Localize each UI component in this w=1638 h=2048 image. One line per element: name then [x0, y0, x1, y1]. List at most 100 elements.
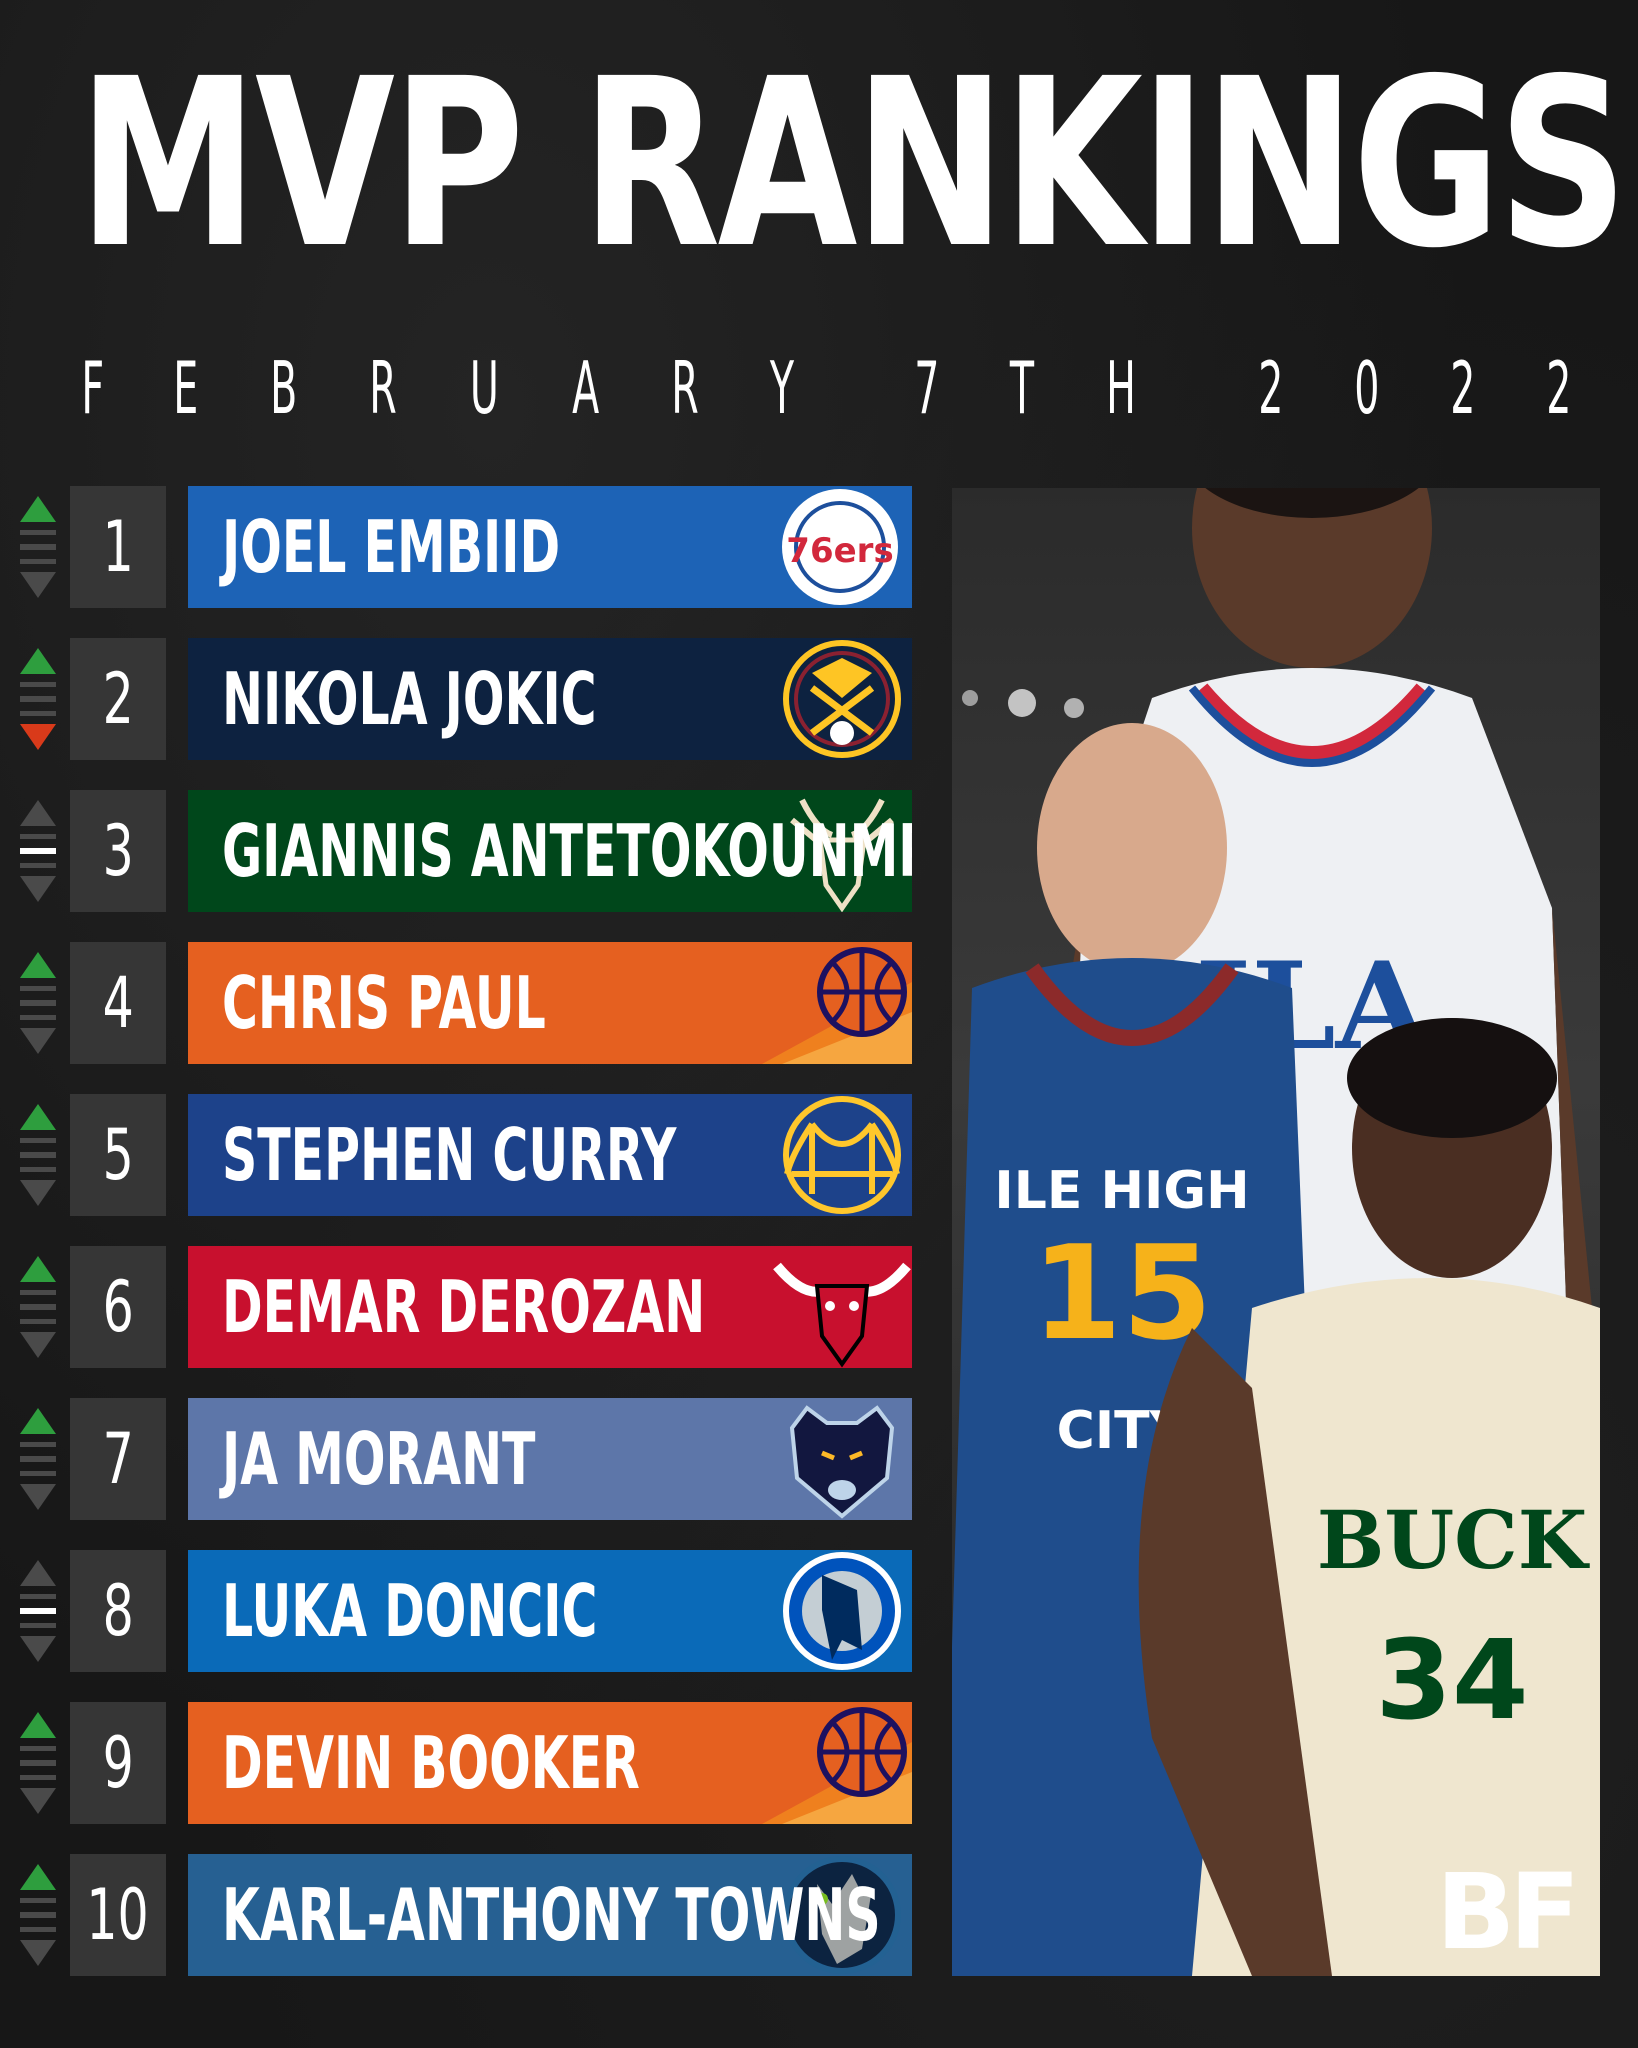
player-bar: LUKA DONCIC: [188, 1550, 912, 1672]
subtitle-letter: Y: [770, 346, 795, 430]
arrow-up-icon: [20, 648, 56, 674]
rank-number: 10: [70, 1854, 166, 1976]
subtitle-letter: U: [470, 346, 500, 430]
arrow-down-icon: [20, 1180, 56, 1206]
no-change-icon: [20, 1456, 56, 1462]
rank-number: 3: [70, 790, 166, 912]
bucks-logo: [762, 790, 912, 912]
ranking-row: 7 JA MORANT: [0, 1398, 920, 1520]
player-name: CHRIS PAUL: [222, 961, 546, 1045]
mavericks-logo: [762, 1550, 912, 1672]
movement-indicator: [16, 1702, 60, 1824]
ranking-row: 6 DEMAR DEROZAN: [0, 1246, 920, 1368]
no-change-icon: [20, 544, 56, 550]
arrow-down-icon: [20, 1940, 56, 1966]
arrow-down-icon: [20, 1332, 56, 1358]
svg-text:15: 15: [1032, 1217, 1213, 1369]
rank-label: 2: [102, 658, 134, 740]
movement-indicator: [16, 1854, 60, 1976]
player-bar: STEPHEN CURRY: [188, 1094, 912, 1216]
logo-text: 76ers: [786, 531, 893, 571]
grizzlies-logo: [762, 1398, 912, 1520]
ranking-row: 4 CHRIS PAUL: [0, 942, 920, 1064]
subtitle-letter: E: [173, 346, 199, 430]
movement-indicator: [16, 942, 60, 1064]
movement-indicator: [16, 638, 60, 760]
76ers-logo: 76ers: [762, 486, 912, 608]
arrow-down-icon: [20, 1636, 56, 1662]
subtitle-letter: F: [81, 346, 105, 430]
rank-label: 8: [102, 1570, 134, 1652]
rank-label: 3: [102, 810, 134, 892]
rank-label: 7: [102, 1418, 134, 1500]
rank-label: 10: [86, 1874, 150, 1956]
player-name: LUKA DONCIC: [222, 1569, 598, 1653]
rank-number: 1: [70, 486, 166, 608]
arrow-down-icon: [20, 876, 56, 902]
rank-number: 6: [70, 1246, 166, 1368]
subtitle-letter: 7: [914, 346, 940, 430]
movement-indicator: [16, 486, 60, 608]
brand-logo: BF: [1436, 1851, 1580, 1973]
player-bar: DEVIN BOOKER: [188, 1702, 912, 1824]
subtitle-letter: R: [369, 346, 398, 430]
subtitle-letter: H: [1106, 346, 1137, 430]
arrow-up-icon: [20, 952, 56, 978]
movement-indicator: [16, 1094, 60, 1216]
no-change-icon: [20, 848, 56, 854]
arrow-down-icon: [20, 1788, 56, 1814]
rank-number: 4: [70, 942, 166, 1064]
no-change-icon: [20, 1608, 56, 1614]
bulls-logo: [762, 1246, 912, 1368]
svg-text:ILE HIGH: ILE HIGH: [994, 1161, 1249, 1221]
arrow-up-icon: [20, 1256, 56, 1282]
player-bar: CHRIS PAUL: [188, 942, 912, 1064]
player-name: STEPHEN CURRY: [222, 1113, 677, 1197]
players-illustration: ILA ILE HIGH 15 CITY BUCK 34: [952, 488, 1600, 1976]
page-title: MVP RANKINGS: [78, 29, 1628, 299]
subtitle-letter: 2: [1258, 346, 1284, 430]
rank-number: 2: [70, 638, 166, 760]
rank-label: 9: [102, 1722, 134, 1804]
rank-number: 7: [70, 1398, 166, 1520]
ranking-row: 5 STEPHEN CURRY: [0, 1094, 920, 1216]
arrow-up-icon: [20, 800, 56, 826]
subtitle-letter: 2: [1546, 346, 1572, 430]
no-change-icon: [20, 1760, 56, 1766]
no-change-icon: [20, 1152, 56, 1158]
warriors-logo: [762, 1094, 912, 1216]
player-giannis: BUCK 34: [1138, 1018, 1600, 1976]
arrow-down-icon: [20, 724, 56, 750]
arrow-up-icon: [20, 1560, 56, 1586]
no-change-icon: [20, 1000, 56, 1006]
movement-indicator: [16, 1246, 60, 1368]
player-name: DEMAR DEROZAN: [222, 1265, 706, 1349]
movement-indicator: [16, 790, 60, 912]
ranking-row: 10 KARL-ANTHONY TOWNS: [0, 1854, 920, 1976]
arrow-up-icon: [20, 1864, 56, 1890]
no-change-icon: [20, 1912, 56, 1918]
rank-number: 5: [70, 1094, 166, 1216]
players-photo: ILA ILE HIGH 15 CITY BUCK 34: [952, 488, 1600, 1976]
subtitle-letter: 2: [1450, 346, 1476, 430]
suns-logo: [762, 1702, 912, 1824]
player-name: JA MORANT: [222, 1417, 536, 1501]
rank-label: 1: [102, 506, 134, 588]
arrow-up-icon: [20, 1408, 56, 1434]
svg-text:BUCK: BUCK: [1317, 1493, 1590, 1587]
nuggets-logo: [762, 638, 912, 760]
ranking-row: 3 GIANNIS ANTETOKOUNMPO: [0, 790, 920, 912]
movement-indicator: [16, 1550, 60, 1672]
player-name: GIANNIS ANTETOKOUNMPO: [222, 809, 912, 893]
player-bar: KARL-ANTHONY TOWNS: [188, 1854, 912, 1976]
subtitle-letter: 0: [1354, 346, 1380, 430]
rank-number: 8: [70, 1550, 166, 1672]
rank-label: 5: [102, 1114, 134, 1196]
ranking-row: 8 LUKA DONCIC: [0, 1550, 920, 1672]
no-change-icon: [20, 696, 56, 702]
arrow-down-icon: [20, 1484, 56, 1510]
rank-label: 4: [102, 962, 134, 1044]
no-change-icon: [20, 1304, 56, 1310]
subtitle-letter: R: [671, 346, 700, 430]
